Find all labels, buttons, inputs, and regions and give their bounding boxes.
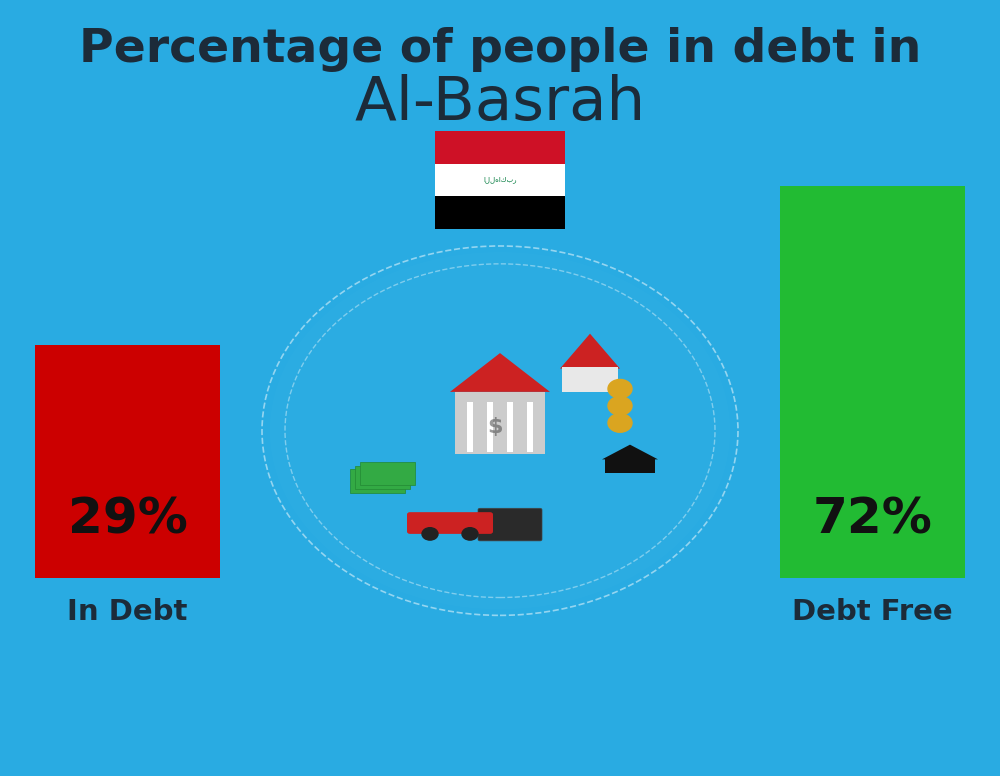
FancyBboxPatch shape — [435, 196, 565, 229]
FancyBboxPatch shape — [507, 402, 513, 452]
FancyBboxPatch shape — [407, 512, 493, 534]
Circle shape — [608, 414, 632, 432]
FancyBboxPatch shape — [455, 392, 545, 454]
Polygon shape — [560, 334, 620, 369]
Circle shape — [608, 397, 632, 415]
Text: Al-Basrah: Al-Basrah — [354, 74, 646, 133]
Text: $: $ — [487, 417, 503, 437]
FancyBboxPatch shape — [478, 508, 542, 541]
Circle shape — [422, 528, 438, 540]
FancyBboxPatch shape — [435, 131, 565, 164]
Text: Percentage of people in debt in: Percentage of people in debt in — [79, 27, 921, 72]
Circle shape — [608, 379, 632, 398]
FancyBboxPatch shape — [527, 402, 533, 452]
FancyBboxPatch shape — [467, 402, 473, 452]
FancyBboxPatch shape — [435, 164, 565, 196]
FancyBboxPatch shape — [35, 345, 220, 578]
FancyBboxPatch shape — [360, 462, 415, 485]
Text: 72%: 72% — [813, 495, 932, 543]
Polygon shape — [450, 353, 550, 392]
Circle shape — [270, 252, 730, 609]
Polygon shape — [602, 445, 658, 459]
FancyBboxPatch shape — [487, 402, 493, 452]
Text: In Debt: In Debt — [67, 598, 188, 625]
FancyBboxPatch shape — [355, 466, 410, 489]
FancyBboxPatch shape — [562, 367, 618, 392]
FancyBboxPatch shape — [605, 459, 655, 473]
Text: 29%: 29% — [68, 495, 187, 543]
FancyBboxPatch shape — [350, 469, 405, 493]
Circle shape — [462, 528, 478, 540]
FancyBboxPatch shape — [780, 186, 965, 578]
Text: Debt Free: Debt Free — [792, 598, 953, 625]
Text: اللهاكبر: اللهاكبر — [483, 177, 517, 183]
